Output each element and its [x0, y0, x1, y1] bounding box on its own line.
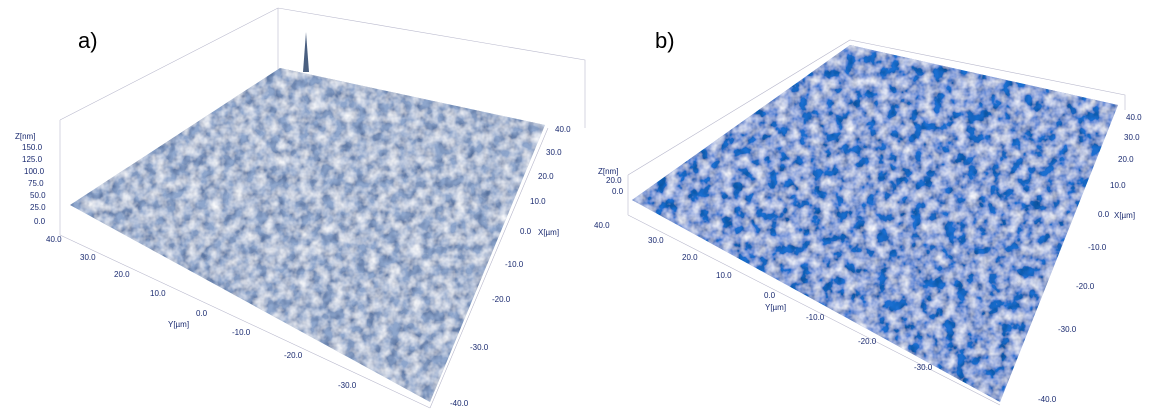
z-axis-label: Z[nm] [15, 132, 35, 141]
z-tick-label: 0.0 [34, 217, 46, 226]
surface [632, 45, 1118, 402]
z-tick-label: 20.0 [606, 176, 622, 185]
y-tick-label: -30.0 [914, 363, 933, 372]
panel-b [628, 40, 1125, 405]
y-tick-label: -30.0 [338, 381, 357, 390]
z-tick-label: 50.0 [30, 191, 46, 200]
y-tick-label: 40.0 [594, 221, 610, 230]
x-tick-label: -10.0 [505, 260, 524, 269]
z-tick-label: 25.0 [30, 203, 46, 212]
z-tick-label: 125.0 [22, 155, 43, 164]
y-tick-label: 0.0 [196, 309, 208, 318]
x-tick-label: -40.0 [450, 399, 469, 408]
panel-label: b) [655, 28, 675, 53]
z-axis-label: Z[nm] [598, 167, 618, 176]
z-tick-label: 0.0 [612, 187, 624, 196]
x-tick-label: -20.0 [492, 295, 511, 304]
y-tick-label: 0.0 [764, 291, 776, 300]
y-tick-label: -10.0 [232, 328, 251, 337]
x-tick-label: -30.0 [470, 343, 489, 352]
y-tick-label: -10.0 [806, 313, 825, 322]
x-tick-label: -20.0 [1076, 282, 1095, 291]
y-axis-label: Y[µm] [168, 320, 189, 329]
x-tick-label: 0.0 [1098, 210, 1110, 219]
page: a) b) Z[nm] 150.0 125.0 100.0 75.0 50.0 25.0 0.… [0, 0, 1149, 412]
panel-label: a) [78, 28, 98, 53]
z-tick-label: 100.0 [24, 167, 45, 176]
y-tick-label: 10.0 [150, 289, 166, 298]
y-tick-label: 20.0 [114, 270, 130, 279]
y-tick-label: -20.0 [284, 351, 303, 360]
y-tick-label: 10.0 [716, 271, 732, 280]
y-tick-label: 20.0 [682, 253, 698, 262]
x-tick-label: 20.0 [538, 172, 554, 181]
x-tick-label: 10.0 [1110, 181, 1126, 190]
y-tick-label: 40.0 [46, 235, 62, 244]
x-tick-label: 10.0 [530, 197, 546, 206]
spike [303, 32, 309, 72]
x-axis-label: X[µm] [538, 228, 559, 237]
y-tick-label: -20.0 [858, 337, 877, 346]
y-tick-label: 30.0 [80, 253, 96, 262]
x-axis-label: X[µm] [1114, 211, 1135, 220]
panel-a [60, 8, 585, 408]
x-tick-label: -10.0 [1088, 243, 1107, 252]
x-tick-label: -40.0 [1038, 395, 1057, 404]
y-axis-label: Y[µm] [765, 303, 786, 312]
x-tick-label: 40.0 [1126, 113, 1142, 122]
x-tick-label: 20.0 [1118, 155, 1134, 164]
z-tick-label: 150.0 [22, 143, 43, 152]
y-tick-label: 30.0 [648, 236, 664, 245]
x-tick-label: 30.0 [1124, 133, 1140, 142]
x-tick-label: 40.0 [555, 125, 571, 134]
x-tick-label: 30.0 [546, 148, 562, 157]
z-tick-label: 75.0 [28, 179, 44, 188]
figure: a) b) Z[nm] 150.0 125.0 100.0 75.0 50.0 25.0 0.… [0, 0, 1149, 412]
x-tick-label: 0.0 [520, 227, 532, 236]
x-tick-label: -30.0 [1058, 325, 1077, 334]
